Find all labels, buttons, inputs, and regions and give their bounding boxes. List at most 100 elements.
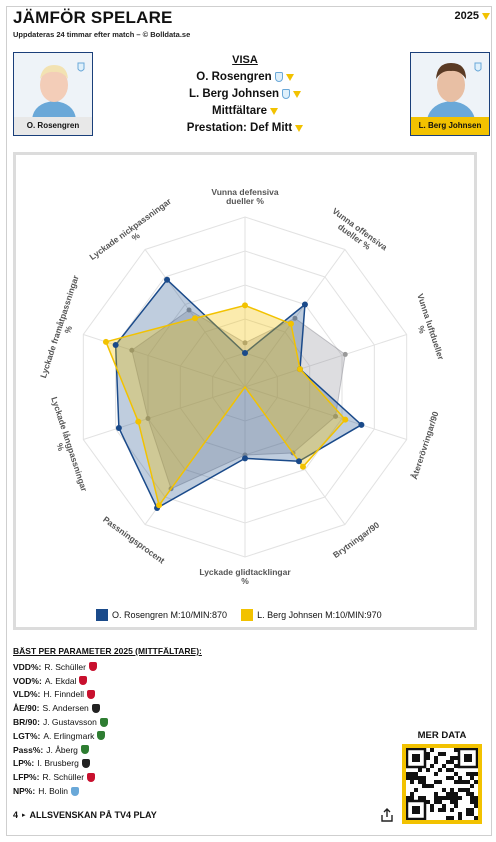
best-player-name: H. Finndell [43,689,85,700]
radar-series-area [104,304,347,508]
legend-item-left: O. Rosengren M:10/MIN:870 [96,609,227,621]
best-row: LGT%: A. Erlingmark [13,729,108,743]
legend-label-left: O. Rosengren M:10/MIN:870 [112,610,228,620]
radar-chart-frame: Vunna defensiva dueller % Vunna offensivad… [13,152,477,630]
radar-axis-label: Lyckade glidtacklingar% [199,567,291,586]
club-shield-icon [274,72,283,82]
best-param-key: VOD%: [13,675,42,686]
chart-legend: O. Rosengren M:10/MIN:870 L. Berg Johnse… [96,609,382,621]
best-player-name: R. Schüller [42,772,85,783]
radar-axis-label: Vunna offensivadueller % [325,206,389,260]
best-row: LP%: I. Brusberg [13,757,108,771]
radar-data-point [296,366,303,373]
best-player-name: A. Ekdal [44,675,77,686]
visa-heading: VISA [232,54,258,66]
radar-axis-label: Lyckade framåtpassningar% [38,273,90,382]
radar-axis-label: Återerövringar/90 [409,410,440,481]
best-row: LFP%: R. Schüller [13,770,108,784]
best-row: ÅE/90: S. Andersen [13,701,108,715]
mer-data-label: MER DATA [417,730,467,741]
dropdown-arrow-icon [285,73,294,81]
footer-bar: 4 ▸ ALLSVENSKAN PÅ TV4 PLAY [13,810,157,820]
position-label: Mittfältare [212,105,267,117]
dropdown-arrow-icon [293,90,302,98]
radar-data-point [156,502,163,509]
dropdown-arrow-icon [482,12,490,20]
legend-swatch-right [241,609,254,621]
radar-data-point [342,416,349,423]
best-row: BR/90: J. Gustavsson [13,715,108,729]
radar-reference-point [342,351,348,357]
visa-panel: VISA O. Rosengren L. Berg Johnsen Mittfä… [120,54,370,134]
player-photo-right [411,53,489,119]
radar-data-point [242,455,248,462]
radar-axis-label: Vunna luftdueller% [406,292,446,364]
prestation-label: Prestation: Def Mitt [186,122,293,134]
radar-axis-line [83,386,246,441]
radar-data-point [242,350,248,356]
radar-axis-label: Brytningar/90 [331,520,381,560]
best-param-key: VDD%: [13,661,42,672]
legend-swatch-left [96,609,108,621]
year-label: 2025 [454,10,479,22]
club-badge-icon [87,689,96,699]
dropdown-arrow-icon [295,124,304,132]
radar-reference-point [145,416,151,422]
best-row: Pass%: J. Åberg [13,743,108,757]
best-param-key: Pass%: [13,744,44,755]
radar-axis-label: Vunna defensiva dueller % [211,187,279,206]
radar-data-point [112,341,119,348]
radar-chart: Vunna defensiva dueller % Vunna offensivad… [38,187,446,586]
radar-data-point [299,463,306,470]
radar-axis-label: Passningsprocent [101,514,167,566]
player-card-right[interactable]: L. Berg Johnsen [410,52,490,136]
best-param-key: BR/90: [13,717,40,728]
footer-text: ALLSVENSKAN PÅ TV4 PLAY [29,810,157,820]
page-title: JÄMFÖR SPELARE [13,8,173,27]
prestation-selector[interactable]: Prestation: Def Mitt [120,122,370,134]
player-card-left[interactable]: O. Rosengren [13,52,93,136]
radar-data-point [192,315,199,322]
club-badge-icon [99,717,108,727]
qr-code[interactable] [402,744,482,824]
radar-data-point [102,338,109,345]
club-badge-icon [88,662,97,672]
club-badge-icon [87,772,96,782]
best-param-key: LFP%: [13,772,40,783]
radar-axis-line [83,333,246,388]
radar-axis-label: Lyckade nickpassningar% [88,196,180,270]
radar-axis-label: Lyckade långpassningar% [40,396,89,497]
club-shield-icon [282,89,291,99]
player1-label: O. Rosengren [196,71,272,83]
best-row: VDD%: R. Schüller [13,660,108,674]
year-selector[interactable]: 2025 [455,10,490,22]
radar-data-point [115,424,122,431]
radar-data-point [358,421,365,428]
radar-axis-line [244,333,407,388]
player2-selector[interactable]: L. Berg Johnsen [120,88,370,100]
club-badge-icon [80,745,89,755]
legend-item-right: L. Berg Johnsen M:10/MIN:970 [241,609,382,621]
radar-reference-point [333,413,339,419]
player1-selector[interactable]: O. Rosengren [120,71,370,83]
position-selector[interactable]: Mittfältare [120,105,370,117]
radar-data-point [135,418,142,425]
best-row: VOD%: A. Ekdal [13,674,108,688]
best-row: VLD%: H. Finndell [13,688,108,702]
radar-data-point [295,458,302,465]
best-player-name: J. Gustavsson [42,717,97,728]
club-badge-icon [81,758,90,768]
best-param-key: VLD%: [13,689,41,700]
best-player-name: H. Bolin [38,786,68,797]
best-heading: BÄST PER PARAMETER 2025 (MITTFÄLTARE): [13,646,202,656]
radar-reference-point [129,347,135,353]
play-icon: ▸ [22,812,26,819]
radar-reference-point [242,340,248,346]
player-photo-left [14,53,92,119]
best-player-name: I. Brusberg [37,758,79,769]
tv4-number: 4 [13,810,19,820]
share-icon[interactable] [380,808,394,822]
best-param-key: ÅE/90: [13,703,40,714]
best-row: NP%: H. Bolin [13,784,108,798]
radar-reference-point [292,315,298,321]
